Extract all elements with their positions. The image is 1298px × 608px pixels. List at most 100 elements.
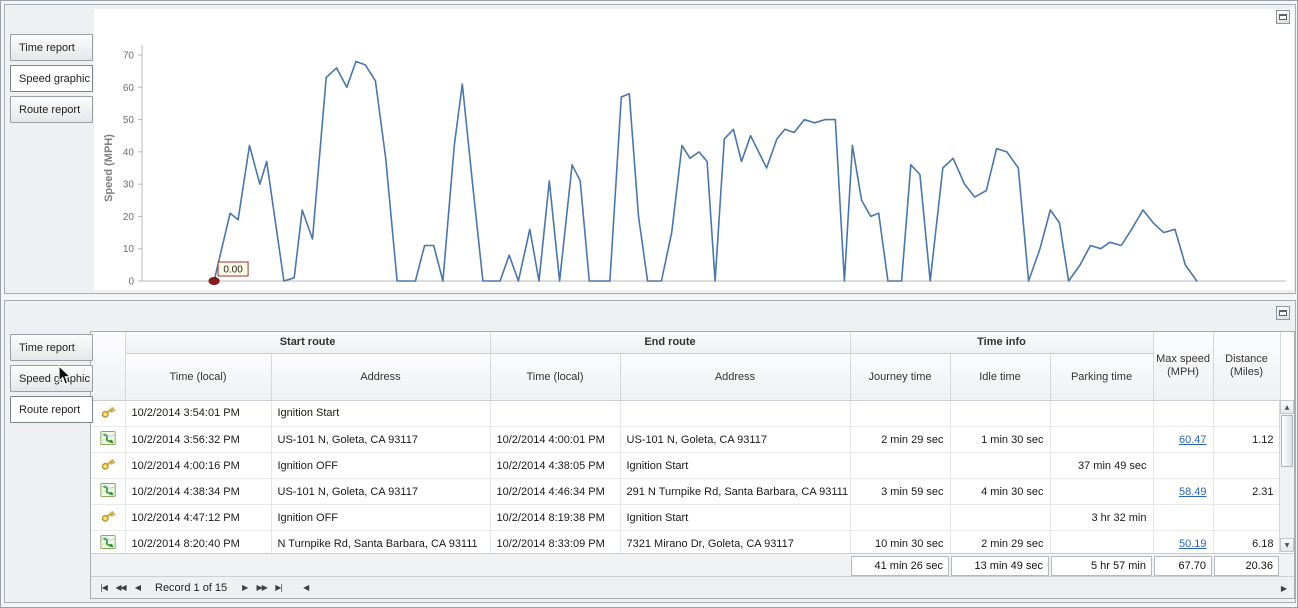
grid-header: Start route End route Time info Max spee… <box>91 332 1281 401</box>
cell-max_speed <box>1153 400 1214 427</box>
speed-graphic-panel: Time report Speed graphic Route report S… <box>4 4 1296 294</box>
column-header-distance[interactable]: Distance (Miles) <box>1213 332 1281 401</box>
cell-start_address: US-101 N, Goleta, CA 93117 <box>271 478 491 505</box>
next-record-button[interactable]: ▶ <box>242 583 248 592</box>
svg-text:Speed (MPH): Speed (MPH) <box>103 134 115 202</box>
cell-journey: 3 min 59 sec <box>850 478 951 505</box>
cell-distance <box>1213 504 1281 531</box>
icon-column-header <box>91 332 126 401</box>
cell-idle <box>950 400 1051 427</box>
cell-idle: 4 min 30 sec <box>950 478 1051 505</box>
max-speed-link[interactable]: 50.19 <box>1178 537 1207 550</box>
grid-body: 10/2/2014 3:54:01 PM Ignition Start 10/2/2… <box>91 400 1281 553</box>
cell-end_address <box>620 400 851 427</box>
table-row[interactable]: 10/2/2014 4:00:16 PM Ignition OFF 10/2/201… <box>91 452 1281 479</box>
max-speed-link[interactable]: 60.47 <box>1178 433 1207 446</box>
cell-max_speed <box>1153 504 1214 531</box>
cell-max_speed: 60.47 <box>1153 426 1214 453</box>
cell-journey <box>850 504 951 531</box>
cell-start_address: N Turnpike Rd, Santa Barbara, CA 93111 <box>271 530 491 553</box>
last-record-button[interactable]: ▶| <box>275 583 283 592</box>
cell-distance <box>1213 400 1281 427</box>
svg-text:40: 40 <box>123 147 135 158</box>
column-header-end-time[interactable]: Time (local) <box>490 353 621 401</box>
cell-idle: 1 min 30 sec <box>950 426 1051 453</box>
cell-end_address: 291 N Turnpike Rd, Santa Barbara, CA 931… <box>620 478 851 505</box>
top-tabstrip: Time report Speed graphic Route report <box>10 34 94 127</box>
tab-time-report[interactable]: Time report <box>10 334 93 361</box>
svg-text:0: 0 <box>128 277 134 288</box>
cell-distance: 1.12 <box>1213 426 1281 453</box>
cell-parking <box>1050 530 1154 553</box>
route-map-icon <box>91 478 126 505</box>
summary-journey-time: 41 min 26 sec <box>851 555 949 576</box>
tab-route-report[interactable]: Route report <box>10 96 93 123</box>
cell-start_time: 10/2/2014 3:54:01 PM <box>125 400 272 427</box>
column-header-end-address[interactable]: Address <box>620 353 851 401</box>
cell-parking <box>1050 478 1154 505</box>
table-row[interactable]: 10/2/2014 8:20:40 PM N Turnpike Rd, Santa… <box>91 530 1281 553</box>
prev-record-button[interactable]: ◀ <box>134 583 141 592</box>
tab-time-report[interactable]: Time report <box>10 34 93 61</box>
tab-speed-graphic[interactable]: Speed graphic <box>10 65 93 92</box>
group-header-time-info[interactable]: Time info <box>850 332 1154 354</box>
scrollbar-thumb[interactable] <box>1281 415 1293 467</box>
summary-max-speed: 67.70 <box>1154 555 1212 576</box>
column-header-idle-time[interactable]: Idle time <box>950 353 1051 401</box>
table-row[interactable]: 10/2/2014 4:38:34 PM US-101 N, Goleta, CA… <box>91 478 1281 505</box>
tab-route-report[interactable]: Route report <box>10 396 93 423</box>
cell-max_speed <box>1153 452 1214 479</box>
collapse-icon <box>1279 310 1287 316</box>
column-header-journey-time[interactable]: Journey time <box>850 353 951 401</box>
group-header-start-route[interactable]: Start route <box>125 332 491 354</box>
tab-speed-graphic[interactable]: Speed graphic <box>10 365 93 392</box>
cell-end_address: Ignition Start <box>620 504 851 531</box>
route-report-panel: Time report Speed graphic Route report S… <box>4 300 1296 603</box>
column-header-parking-time[interactable]: Parking time <box>1050 353 1154 401</box>
cell-end_time: 10/2/2014 4:00:01 PM <box>490 426 621 453</box>
cell-parking: 37 min 49 sec <box>1050 452 1154 479</box>
max-speed-link[interactable]: 58.49 <box>1178 485 1207 498</box>
cell-end_time: 10/2/2014 8:33:09 PM <box>490 530 621 553</box>
cell-start_time: 10/2/2014 3:56:32 PM <box>125 426 272 453</box>
speed-chart: Speed (MPH) 0 10 20 30 40 50 60 70 0.00 <box>94 9 1294 290</box>
route-map-icon <box>91 426 126 453</box>
cell-distance: 2.31 <box>1213 478 1281 505</box>
collapse-top-panel-button[interactable] <box>1276 10 1290 24</box>
column-header-start-time[interactable]: Time (local) <box>125 353 272 401</box>
group-header-end-route[interactable]: End route <box>490 332 851 354</box>
scroll-up-icon[interactable]: ▲ <box>1280 400 1294 414</box>
hscroll-left-icon[interactable]: ◀ <box>303 583 309 592</box>
cell-idle <box>950 504 1051 531</box>
table-row[interactable]: 10/2/2014 3:56:32 PM US-101 N, Goleta, CA… <box>91 426 1281 453</box>
cell-end_time: 10/2/2014 4:38:05 PM <box>490 452 621 479</box>
cell-end_time <box>490 400 621 427</box>
table-row[interactable]: 10/2/2014 3:54:01 PM Ignition Start <box>91 400 1281 427</box>
cell-parking <box>1050 426 1154 453</box>
ignition-key-icon <box>91 504 126 531</box>
vertical-scrollbar[interactable]: ▲ ▼ <box>1279 400 1294 552</box>
svg-text:30: 30 <box>123 180 135 191</box>
summary-idle-time: 13 min 49 sec <box>951 555 1049 576</box>
collapse-bottom-panel-button[interactable] <box>1276 306 1290 320</box>
cell-start_time: 10/2/2014 4:38:34 PM <box>125 478 272 505</box>
column-header-max-speed[interactable]: Max speed (MPH) <box>1153 332 1214 401</box>
svg-text:70: 70 <box>123 51 135 62</box>
route-map-icon <box>91 530 126 553</box>
next-page-button[interactable]: ▶▶ <box>256 583 268 592</box>
cell-end_time: 10/2/2014 4:46:34 PM <box>490 478 621 505</box>
cell-start_address: Ignition OFF <box>271 452 491 479</box>
cell-start_address: Ignition OFF <box>271 504 491 531</box>
svg-text:0.00: 0.00 <box>223 265 243 276</box>
cell-max_speed: 58.49 <box>1153 478 1214 505</box>
cell-end_address: Ignition Start <box>620 452 851 479</box>
column-header-start-address[interactable]: Address <box>271 353 491 401</box>
scroll-down-icon[interactable]: ▼ <box>1280 538 1294 552</box>
table-row[interactable]: 10/2/2014 4:47:12 PM Ignition OFF 10/2/201… <box>91 504 1281 531</box>
first-record-button[interactable]: |◀ <box>100 583 108 592</box>
cell-journey: 10 min 30 sec <box>850 530 951 553</box>
hscroll-right-icon[interactable]: ▶ <box>1280 583 1287 593</box>
svg-text:60: 60 <box>123 83 135 94</box>
prev-page-button[interactable]: ◀◀ <box>115 583 126 592</box>
